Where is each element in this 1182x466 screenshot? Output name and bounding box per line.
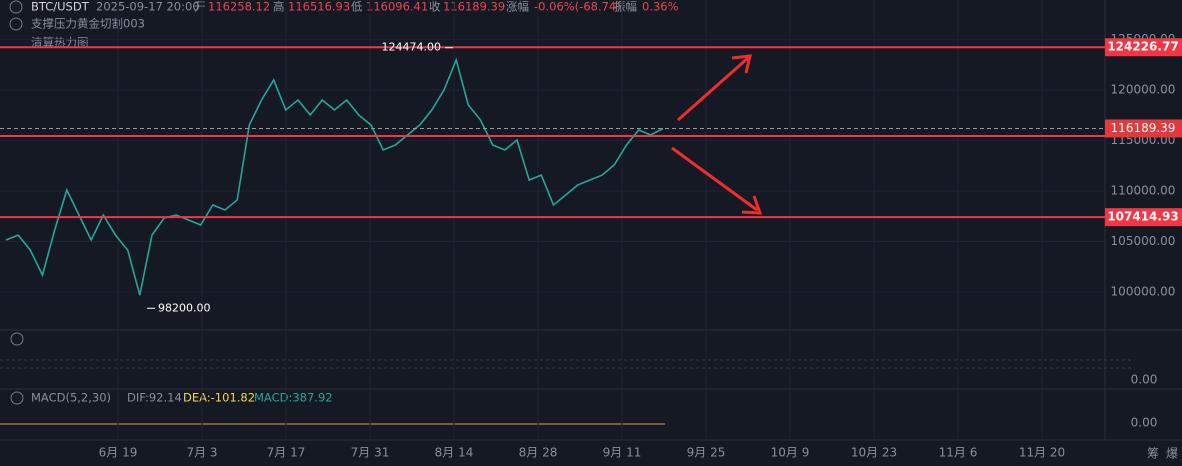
- x-tick-label: 8月 14: [435, 446, 474, 460]
- x-tick-label: 9月 25: [687, 446, 726, 460]
- low-label: 98200.00: [158, 301, 211, 314]
- y-tick-label: 110000.00: [1111, 184, 1176, 198]
- x-tick-label: 10月 9: [771, 446, 810, 460]
- label: 收: [429, 0, 441, 14]
- arrow-up: [677, 56, 749, 122]
- level-tag-label: 124226.77: [1107, 40, 1178, 54]
- side-button[interactable]: 筹: [1147, 447, 1159, 461]
- price-tag: [1105, 119, 1182, 138]
- x-tick-label: 7月 31: [351, 446, 390, 460]
- macd-dea: DEA:-101.82: [183, 391, 255, 405]
- value: 0.36%: [642, 0, 679, 14]
- macd-axis-label: 0.00: [1131, 416, 1158, 430]
- label: 高: [273, 0, 285, 14]
- value: -0.06%(-68.74): [534, 0, 621, 14]
- price-tag-label: 116189.39: [1111, 121, 1176, 135]
- arrow-head: [731, 54, 752, 74]
- level-tag: [1105, 38, 1182, 57]
- arrow-head: [741, 195, 763, 215]
- high-label: 124474.00: [382, 41, 442, 54]
- indicator-name: 支撑压力黄金切割003: [31, 17, 145, 31]
- x-tick-label: 11月 20: [1019, 446, 1065, 460]
- x-tick-label: 7月 3: [186, 446, 217, 460]
- x-tick-label: 6月 19: [99, 446, 138, 460]
- label: 开: [194, 0, 206, 14]
- label: 振幅: [614, 0, 637, 14]
- forecast-arrows: [671, 54, 763, 215]
- value: 116189.39: [443, 0, 505, 14]
- x-tick-label: 11月 6: [939, 446, 978, 460]
- label: 涨幅: [506, 0, 529, 14]
- y-tick-label: 100000.00: [1111, 285, 1176, 299]
- collapse-icon[interactable]: [9, 17, 23, 31]
- x-tick-label: 10月 23: [851, 446, 897, 460]
- collapse-icon[interactable]: [10, 332, 24, 346]
- arrow-down: [671, 146, 758, 212]
- value: 116258.12: [208, 0, 270, 14]
- side-button[interactable]: 爆: [1166, 447, 1178, 461]
- collapse-icon[interactable]: [9, 0, 23, 14]
- y-tick-label: 120000.00: [1111, 82, 1176, 96]
- y-tick-label: 105000.00: [1111, 234, 1176, 248]
- collapse-icon[interactable]: [10, 391, 24, 405]
- macd-dif: DIF:92.14: [127, 391, 182, 405]
- label: 低: [351, 0, 363, 14]
- datetime: 2025-09-17 20:00: [96, 0, 200, 14]
- level-tag: [1105, 208, 1182, 227]
- value: 116096.41: [366, 0, 428, 14]
- osc-axis-label: 0.00: [1131, 373, 1158, 387]
- level-tag-label: 107414.93: [1107, 210, 1178, 224]
- x-tick-label: 7月 17: [267, 446, 306, 460]
- symbol: BTC/USDT: [31, 0, 90, 14]
- x-tick-label: 9月 11: [603, 446, 642, 460]
- value: 116516.93: [288, 0, 350, 14]
- macd-value: MACD:387.92: [254, 391, 333, 405]
- macd-name: MACD(5,2,30): [31, 391, 111, 405]
- price-line: [5, 57, 664, 296]
- x-tick-label: 8月 28: [519, 446, 558, 460]
